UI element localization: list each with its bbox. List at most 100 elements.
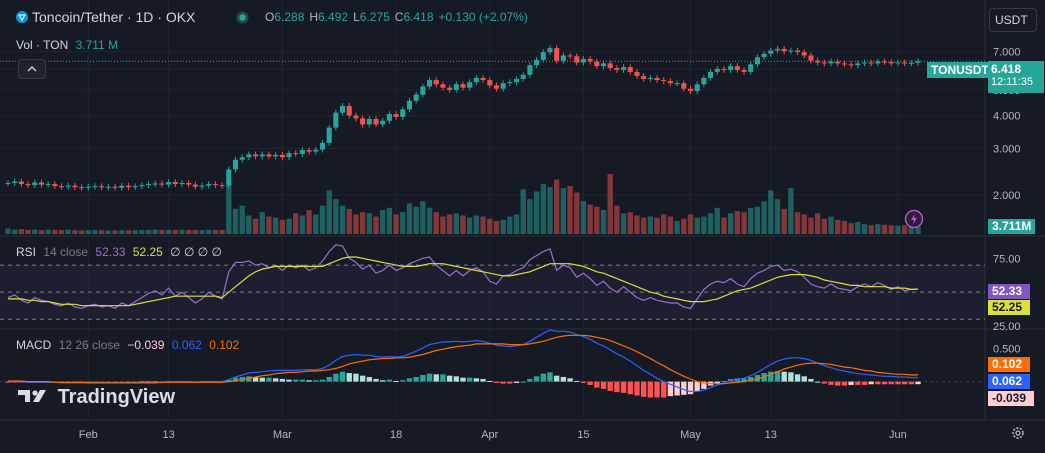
rsi-legend: RSI 14 close 52.33 52.25 ∅ ∅ ∅ ∅ xyxy=(16,245,226,259)
macd-histogram-bar xyxy=(848,381,854,385)
candle-body xyxy=(761,53,767,58)
volume-bar xyxy=(179,229,185,234)
time-tick-label: 13 xyxy=(765,429,777,441)
candle-body xyxy=(132,186,138,188)
candle-body xyxy=(681,83,687,89)
macd-histogram-bar xyxy=(513,381,520,383)
macd-histogram-bar xyxy=(661,381,667,398)
candle-body xyxy=(534,59,540,66)
macd-histogram-bar xyxy=(620,381,627,393)
macd-histogram-bar xyxy=(5,381,11,383)
macd-histogram-bar xyxy=(507,381,513,384)
volume-bar xyxy=(192,229,199,234)
candle-body xyxy=(427,80,433,87)
macd-histogram-bar xyxy=(272,378,279,382)
volume-bar xyxy=(808,217,814,234)
candle-body xyxy=(5,183,11,185)
volume-bar xyxy=(694,217,700,234)
macd-tick-label: 0.500 xyxy=(993,344,1021,356)
time-tick-label: 18 xyxy=(390,429,402,441)
volume-bar xyxy=(453,213,459,234)
collapse-legend-button[interactable] xyxy=(18,59,46,79)
macd-histogram-bar xyxy=(433,374,439,382)
currency-selector[interactable]: USDT xyxy=(989,8,1037,32)
chart-legend: Toncoin/Tether · 1D · OKX O6.288 H6.492 L6… xyxy=(0,0,985,30)
macd-histogram-bar xyxy=(293,379,299,382)
macd-histogram-bar xyxy=(92,381,98,383)
volume-bar xyxy=(754,206,761,234)
macd-signal-value: 0.102 xyxy=(209,338,240,352)
volume-bar xyxy=(567,186,573,234)
candle-body xyxy=(460,84,466,88)
candle-body xyxy=(861,62,868,64)
candle-body xyxy=(420,86,426,95)
volume-bar xyxy=(821,218,827,234)
volume-bar xyxy=(467,217,473,234)
macd-histogram-bar xyxy=(333,373,339,382)
volume-bar xyxy=(119,230,125,234)
candle-body xyxy=(253,154,259,157)
candle-body xyxy=(614,68,620,70)
volume-bar xyxy=(574,192,580,234)
candle-body xyxy=(286,153,292,158)
macd-histogram-bar xyxy=(232,377,239,382)
candle-body xyxy=(386,114,392,121)
candle-body xyxy=(808,55,814,61)
volume-bar xyxy=(18,229,25,234)
volume-bar xyxy=(727,213,734,234)
macd-signal-tag: 0.102 xyxy=(988,357,1030,372)
candle-body xyxy=(65,185,71,187)
macd-histogram-bar xyxy=(400,380,406,382)
candle-body xyxy=(273,154,279,157)
volume-bar xyxy=(701,216,707,234)
volume-bar xyxy=(828,216,834,234)
gear-icon xyxy=(1012,427,1024,439)
candle-body xyxy=(754,57,760,65)
candle-body xyxy=(567,55,573,57)
chart-settings-button[interactable] xyxy=(1010,425,1026,441)
candle-body xyxy=(500,83,506,89)
candle-body xyxy=(125,185,131,188)
candle-body xyxy=(406,100,413,110)
macd-histogram-bar xyxy=(460,377,466,382)
high-label: H xyxy=(309,10,319,24)
candle-body xyxy=(815,60,821,63)
macd-histogram-bar xyxy=(674,381,680,396)
candle-body xyxy=(306,150,312,152)
candle-body xyxy=(413,94,419,101)
candle-body xyxy=(714,68,720,72)
alert-indicator-button[interactable] xyxy=(904,209,924,229)
candle-body xyxy=(119,185,125,188)
volume-bar xyxy=(252,218,259,234)
volume-bar xyxy=(607,174,613,234)
candle-body xyxy=(319,142,326,150)
macd-histogram-bar xyxy=(808,378,814,382)
candle-body xyxy=(875,61,881,64)
candle-body xyxy=(18,181,24,185)
candle-body xyxy=(895,62,901,64)
volume-bar xyxy=(159,229,165,234)
macd-histogram-bar xyxy=(667,381,674,397)
volume-bar xyxy=(78,230,85,234)
volume-bar xyxy=(594,206,600,234)
symbol-tag-label: TONUSDT xyxy=(931,63,989,77)
time-tick-label: 13 xyxy=(162,429,174,441)
candle-body xyxy=(353,115,359,119)
candle-body xyxy=(507,82,513,84)
rsi-extra: ∅ ∅ ∅ ∅ xyxy=(170,245,222,259)
volume-bar xyxy=(72,230,78,234)
macd-histogram-bar xyxy=(788,372,794,382)
volume-bar xyxy=(875,224,881,234)
macd-histogram-bar xyxy=(119,381,125,383)
volume-bar xyxy=(634,215,640,234)
symbol-title[interactable]: Toncoin/Tether · 1D · OKX xyxy=(32,9,196,25)
candle-body xyxy=(728,66,734,70)
volume-bar xyxy=(500,219,506,234)
volume-bar xyxy=(286,218,292,234)
market-status-icon[interactable] xyxy=(236,11,249,24)
volume-legend: Vol · TON 3.711 M xyxy=(16,38,122,52)
volume-bar xyxy=(480,216,486,234)
candle-body xyxy=(661,80,667,82)
macd-histogram-bar xyxy=(835,381,841,386)
